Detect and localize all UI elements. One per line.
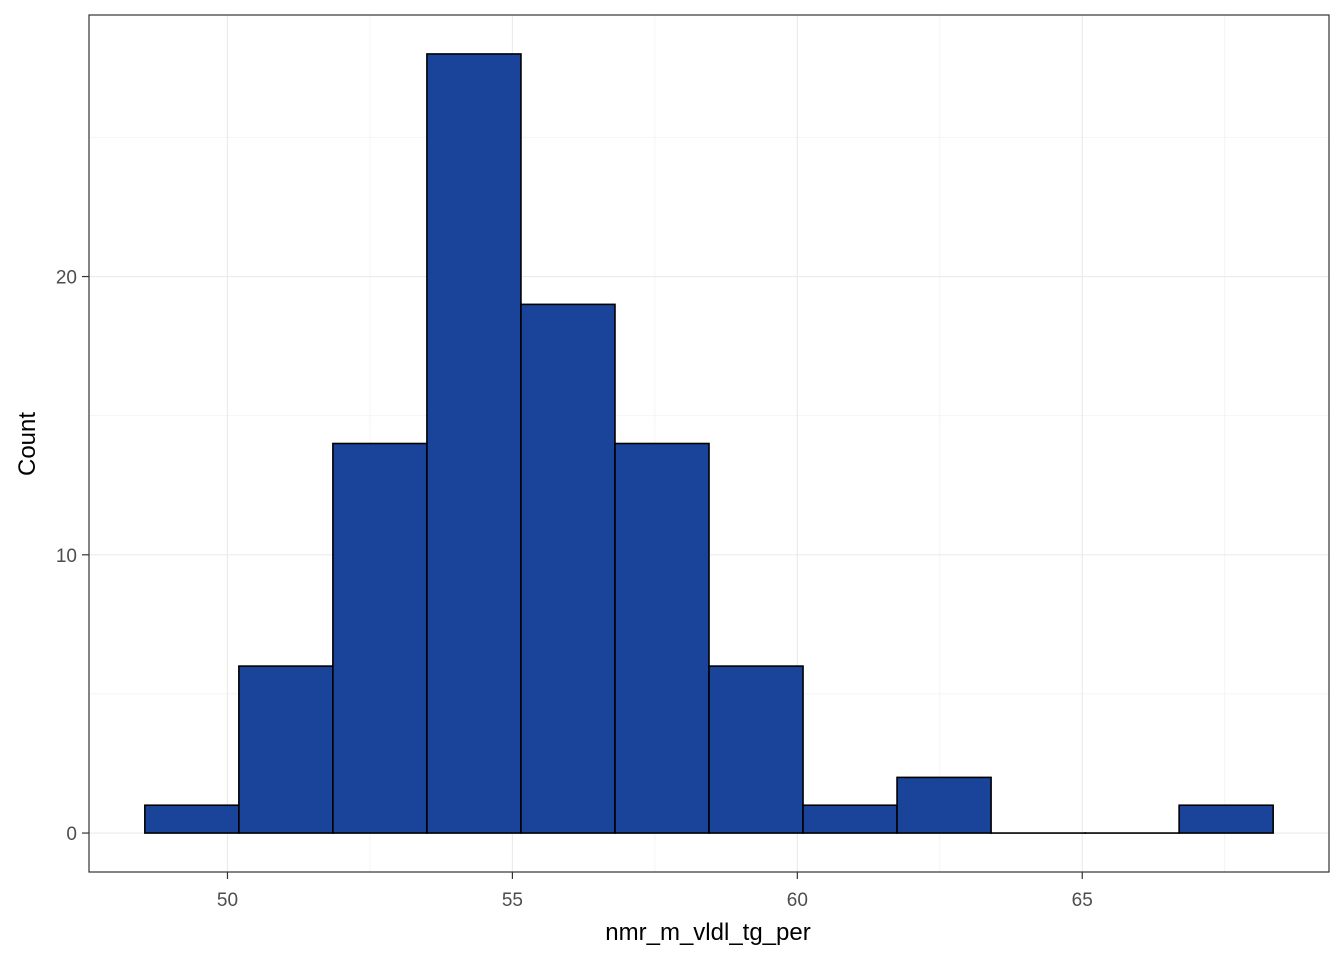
x-tick-label: 50 [217,890,238,911]
panel-border [88,14,1330,873]
histogram-bar [238,665,334,834]
y-axis-title: Count [14,412,41,476]
histogram-bar [426,53,522,834]
histogram-bar [802,804,898,834]
x-tick-label: 55 [502,890,523,911]
histogram-bar [614,442,710,834]
x-axis-title: nmr_m_vldl_tg_per [605,919,810,946]
y-tick-label: 10 [56,546,77,567]
y-tick-label: 0 [66,824,77,845]
histogram-bar [896,776,992,834]
histogram-bar [1178,804,1274,834]
x-tick-label: 65 [1072,890,1093,911]
histogram-bar [708,665,804,834]
histogram-bar [332,442,428,834]
histogram-bar [144,804,240,834]
y-axis-ticks: 0 10 20 [56,268,89,845]
x-axis-ticks: 50 55 60 65 [217,872,1093,911]
y-tick-label: 20 [56,268,77,289]
x-tick-label: 60 [787,890,808,911]
histogram-bars [144,53,1274,834]
histogram-bar [520,303,616,834]
